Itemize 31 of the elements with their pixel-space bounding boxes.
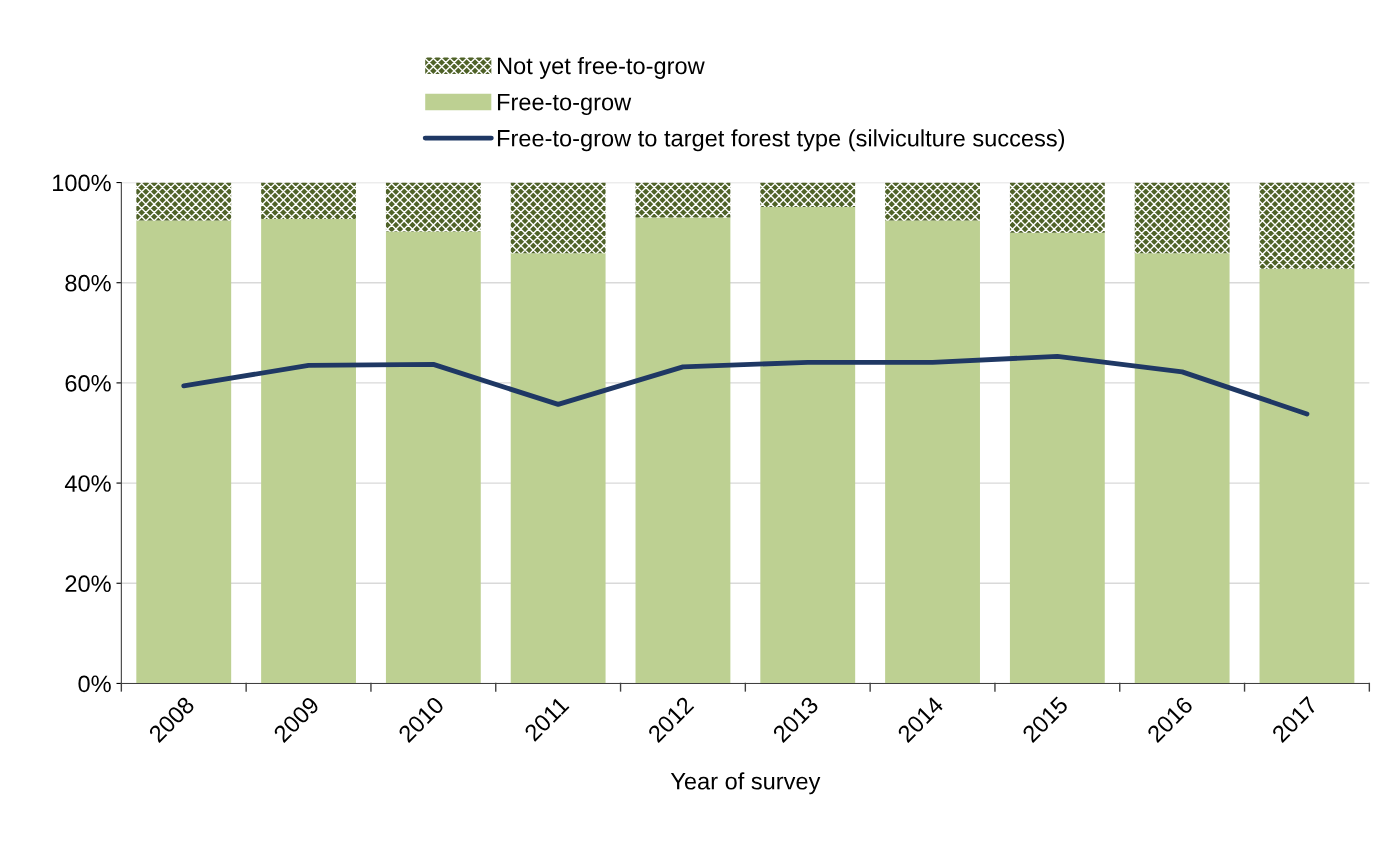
legend-label: Not yet free-to-grow [497, 56, 705, 79]
x-axis-title: Year of survey [670, 772, 821, 795]
bar [385, 231, 481, 684]
bar [635, 217, 731, 684]
bar [385, 182, 481, 232]
bar [1134, 253, 1230, 684]
y-tick-label: 60% [65, 374, 111, 392]
bar [510, 253, 606, 684]
bar [1134, 182, 1230, 254]
bar [885, 182, 980, 221]
bar [635, 182, 731, 218]
legend-label: Free-to-grow [497, 93, 632, 116]
legend-label: Free-to-grow to target forest type (silviculture success) [497, 129, 1065, 152]
y-tick-label: 0% [78, 675, 111, 693]
bar [510, 182, 606, 254]
bar [1259, 268, 1355, 684]
y-tick-label: 20% [65, 575, 111, 593]
bar [760, 182, 856, 208]
bar [261, 219, 356, 684]
bar [1009, 182, 1105, 233]
bar [261, 182, 356, 220]
bar [136, 220, 232, 684]
y-tick-label: 40% [64, 475, 111, 492]
y-tick-label: 100% [53, 174, 111, 192]
line-series [181, 353, 1310, 417]
bar [1009, 232, 1105, 684]
bar [136, 182, 232, 221]
bar [1259, 182, 1355, 269]
bar [885, 220, 980, 684]
y-tick-label: 80% [65, 274, 111, 292]
bar [760, 207, 856, 684]
